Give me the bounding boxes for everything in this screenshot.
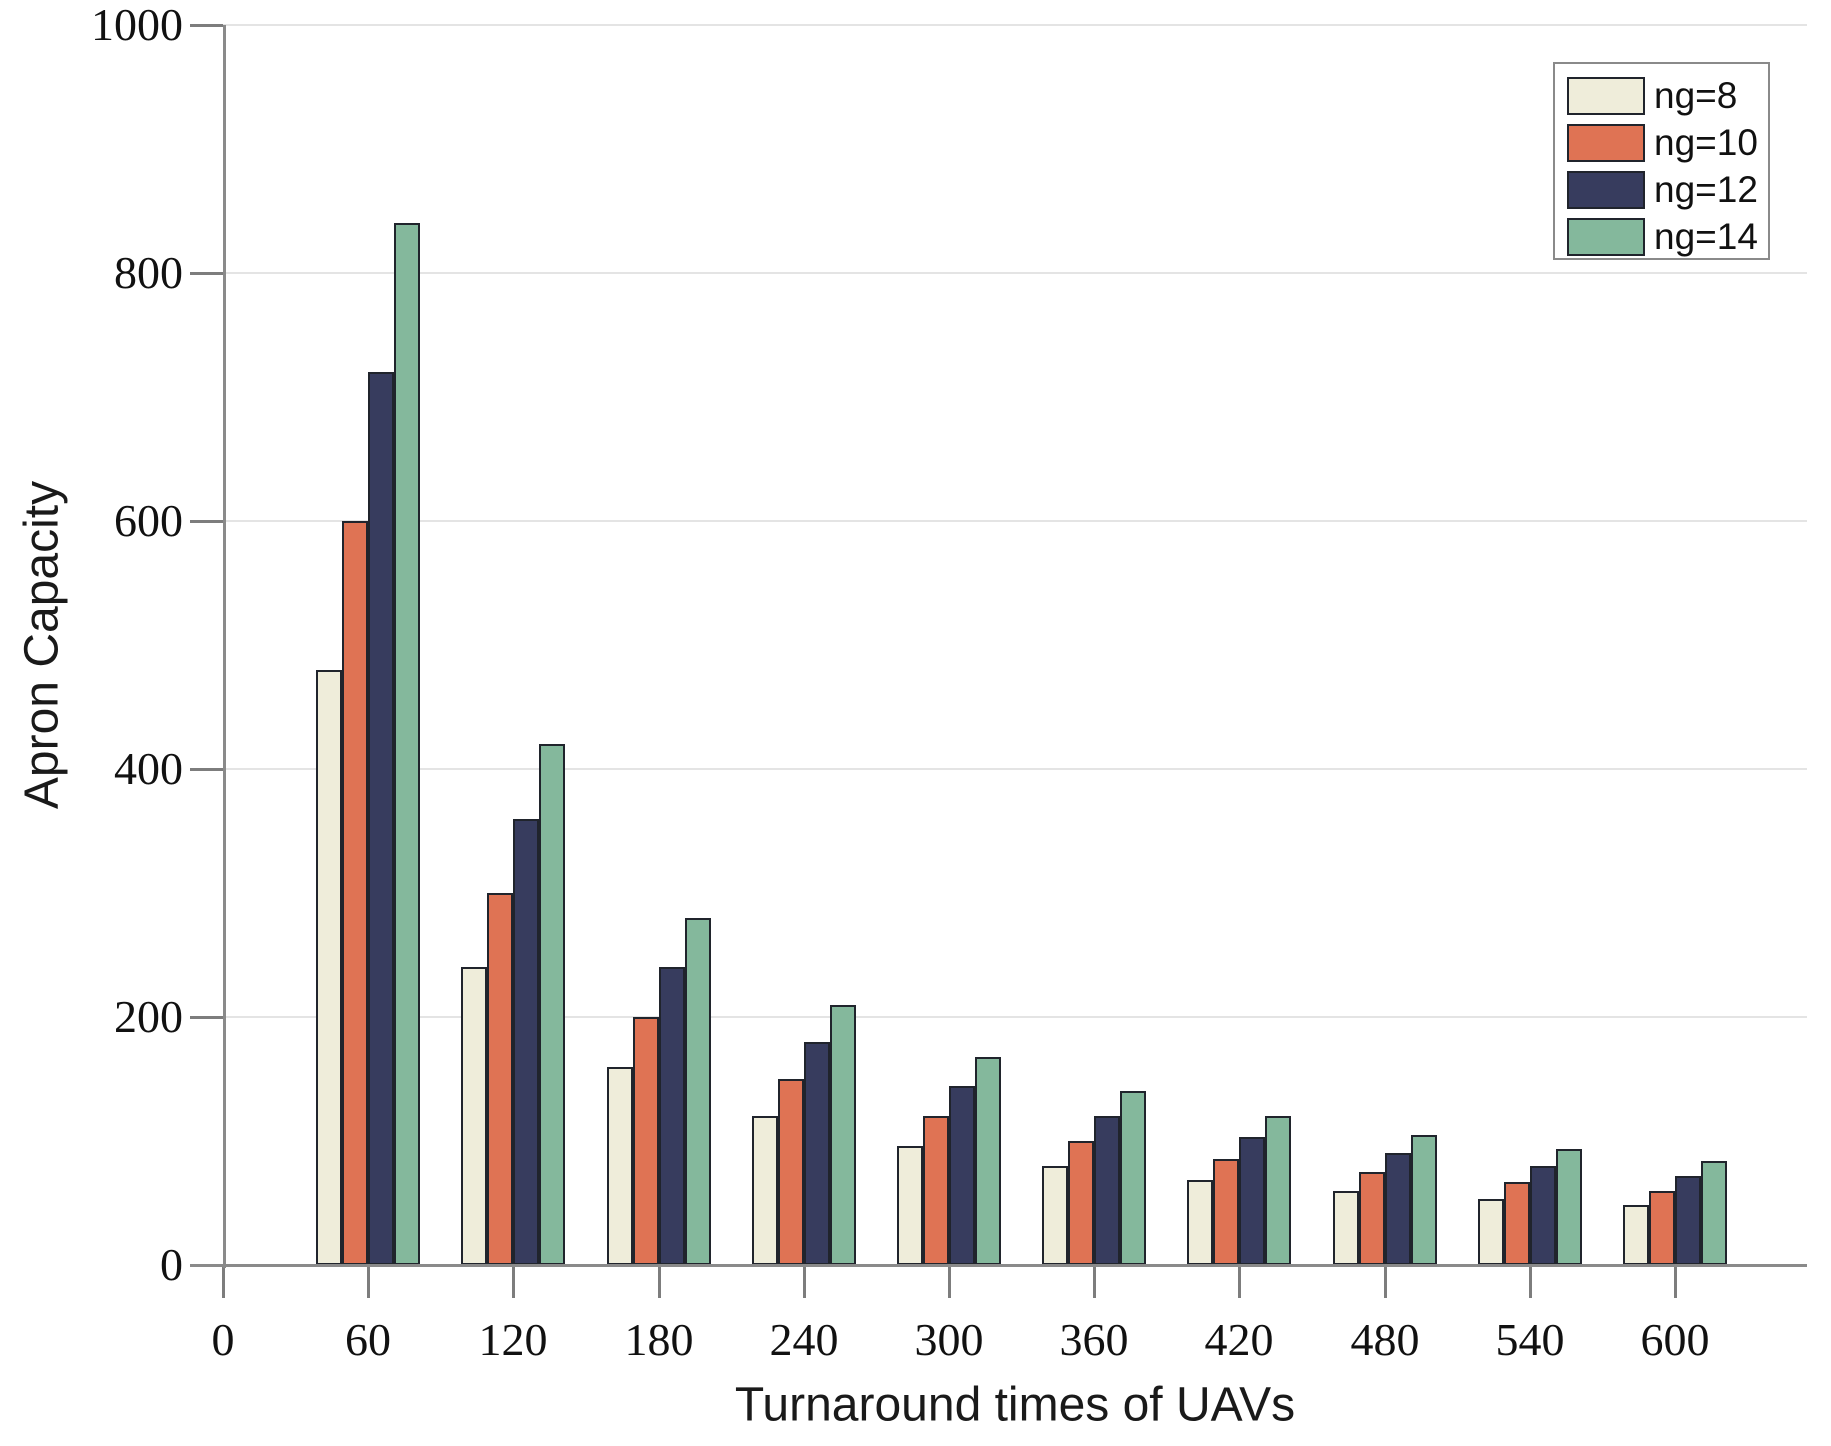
bar-ng=12-360 (1094, 1116, 1120, 1265)
x-tick-label-540: 540 (1495, 1314, 1565, 1365)
y-tick-1000 (190, 24, 223, 27)
x-tick-480 (1384, 1265, 1387, 1298)
bar-ng=8-600 (1623, 1205, 1649, 1265)
gridline-600 (223, 520, 1807, 522)
bar-ng=10-480 (1359, 1172, 1385, 1265)
bar-ng=10-540 (1504, 1182, 1530, 1265)
bar-ng=8-240 (752, 1116, 778, 1265)
gridline-1000 (223, 24, 1807, 26)
bar-ng=8-180 (607, 1067, 633, 1265)
x-tick-0 (222, 1265, 225, 1298)
x-tick-label-120: 120 (478, 1314, 548, 1365)
bar-ng=12-540 (1530, 1166, 1556, 1265)
bar-ng=10-600 (1649, 1191, 1675, 1265)
x-tick-label-480: 480 (1350, 1314, 1420, 1365)
x-tick-label-360: 360 (1059, 1314, 1129, 1365)
y-tick-400 (190, 768, 223, 771)
bar-ng=10-240 (778, 1079, 804, 1265)
bar-ng=8-300 (897, 1146, 923, 1265)
y-tick-800 (190, 272, 223, 275)
gridline-200 (223, 1016, 1807, 1018)
gridline-800 (223, 272, 1807, 274)
y-tick-600 (190, 520, 223, 523)
bar-ng=10-300 (923, 1116, 949, 1265)
x-tick-60 (367, 1265, 370, 1298)
x-tick-420 (1238, 1265, 1241, 1298)
bar-ng=14-600 (1701, 1161, 1727, 1265)
bar-ng=14-240 (830, 1005, 856, 1265)
x-tick-label-180: 180 (624, 1314, 694, 1365)
bar-ng=14-480 (1411, 1135, 1437, 1265)
x-tick-label-240: 240 (769, 1314, 839, 1365)
x-tick-360 (1093, 1265, 1096, 1298)
y-tick-label-1000: 1000 (91, 0, 183, 50)
x-tick-label-0: 0 (211, 1314, 235, 1365)
legend-swatch-ng=12 (1567, 170, 1645, 209)
y-axis-title: Apron Capacity (15, 480, 69, 810)
legend-label-ng=12: ng=12 (1654, 168, 1758, 210)
bar-ng=12-120 (513, 819, 539, 1265)
y-tick-label-800: 800 (114, 247, 183, 298)
legend-swatch-ng=10 (1567, 123, 1645, 162)
x-tick-240 (803, 1265, 806, 1298)
legend-item-ng=12: ng=12 (1567, 166, 1768, 213)
legend-item-ng=8: ng=8 (1567, 72, 1768, 119)
x-tick-120 (512, 1265, 515, 1298)
bar-ng=12-420 (1239, 1137, 1265, 1265)
bar-ng=8-360 (1042, 1166, 1068, 1265)
bar-ng=14-540 (1556, 1149, 1582, 1265)
x-tick-600 (1674, 1265, 1677, 1298)
legend: ng=8 ng=10 ng=12 ng=14 (1553, 62, 1770, 260)
bar-ng=10-360 (1068, 1141, 1094, 1265)
x-tick-180 (658, 1265, 661, 1298)
gridline-400 (223, 768, 1807, 770)
bar-ng=10-60 (342, 521, 368, 1265)
y-tick-label-0: 0 (160, 1239, 183, 1290)
bar-ng=12-300 (949, 1086, 975, 1265)
bar-ng=12-600 (1675, 1176, 1701, 1265)
legend-item-ng=14: ng=14 (1567, 213, 1768, 260)
bar-ng=10-120 (487, 893, 513, 1265)
x-axis-line (190, 1264, 1807, 1267)
y-tick-label-400: 400 (114, 743, 183, 794)
legend-label-ng=14: ng=14 (1654, 215, 1758, 257)
bar-ng=8-420 (1187, 1180, 1213, 1265)
x-axis-title: Turnaround times of UAVs (734, 1378, 1296, 1432)
bar-ng=8-60 (316, 670, 342, 1265)
y-tick-200 (190, 1016, 223, 1019)
bar-ng=14-420 (1265, 1116, 1291, 1265)
legend-label-ng=10: ng=10 (1654, 121, 1758, 163)
bar-ng=10-420 (1213, 1159, 1239, 1265)
x-tick-label-300: 300 (914, 1314, 984, 1365)
bar-ng=14-60 (394, 223, 420, 1265)
bar-ng=10-180 (633, 1017, 659, 1265)
y-tick-label-200: 200 (114, 991, 183, 1042)
bar-ng=8-480 (1333, 1191, 1359, 1265)
y-tick-label-600: 600 (114, 495, 183, 546)
x-tick-540 (1529, 1265, 1532, 1298)
bar-ng=12-480 (1385, 1153, 1411, 1265)
legend-swatch-ng=14 (1567, 217, 1645, 256)
bar-ng=12-60 (368, 372, 394, 1265)
x-tick-300 (948, 1265, 951, 1298)
y-axis-line (223, 25, 226, 1268)
bar-ng=14-180 (685, 918, 711, 1265)
bar-ng=14-360 (1120, 1091, 1146, 1265)
x-tick-label-600: 600 (1640, 1314, 1710, 1365)
bar-ng=8-120 (461, 967, 487, 1265)
bar-ng=12-180 (659, 967, 685, 1265)
legend-item-ng=10: ng=10 (1567, 119, 1768, 166)
x-tick-label-60: 60 (345, 1314, 391, 1365)
bar-ng=8-540 (1478, 1199, 1504, 1265)
bar-ng=12-240 (804, 1042, 830, 1265)
legend-swatch-ng=8 (1567, 76, 1645, 115)
x-tick-label-420: 420 (1204, 1314, 1274, 1365)
bar-ng=14-300 (975, 1057, 1001, 1265)
bar-ng=14-120 (539, 744, 565, 1265)
legend-label-ng=8: ng=8 (1654, 74, 1738, 116)
